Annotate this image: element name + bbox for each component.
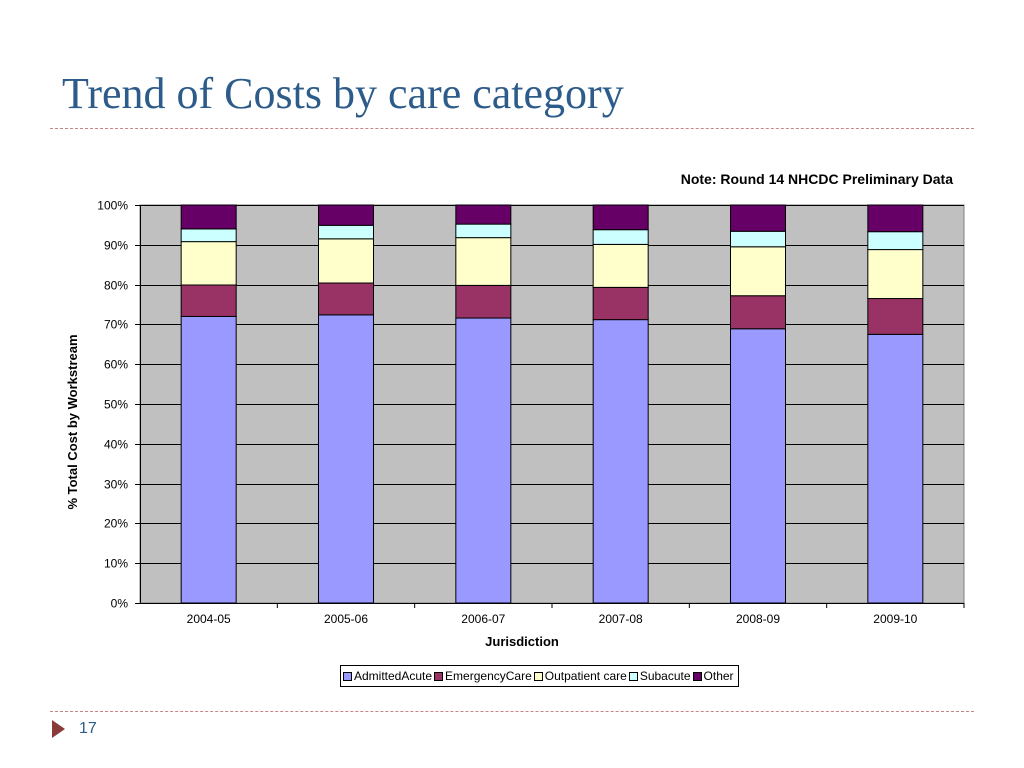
y-tick-label: 60% (104, 358, 128, 372)
bar-segment (730, 295, 786, 330)
bar-segment (592, 319, 649, 604)
bar-segment (180, 204, 237, 230)
y-tick-label: 90% (104, 239, 128, 253)
bar-segment (455, 317, 512, 604)
bar-segment (455, 204, 512, 225)
y-tick-label: 20% (104, 517, 128, 531)
y-tick-label: 30% (104, 478, 128, 492)
bar-segment (592, 229, 649, 245)
bar-segment (730, 204, 786, 232)
y-tick-label: 80% (104, 279, 128, 293)
bar-segment (730, 246, 786, 297)
legend-item: AdmittedAcute (343, 669, 432, 683)
legend-label: EmergencyCare (445, 669, 532, 683)
bullet-triangle-icon (52, 720, 65, 738)
y-tick-label: 10% (104, 557, 128, 571)
bar-segment (180, 284, 237, 317)
bar-segment (730, 328, 786, 604)
chart-note: Note: Round 14 NHCDC Preliminary Data (680, 171, 953, 187)
y-tick-label: 70% (104, 318, 128, 332)
bar-segment (318, 282, 374, 316)
bar-segment (318, 238, 374, 284)
bar-segment (318, 204, 374, 226)
bar-segment (867, 231, 924, 251)
x-axis-label: Jurisdiction (485, 634, 559, 649)
bar-segment (318, 314, 374, 604)
bar-segment (867, 333, 924, 604)
bar-segment (180, 315, 237, 604)
legend-item: Subacute (628, 669, 691, 683)
bar-segment (455, 284, 512, 319)
legend-item: Outpatient care (533, 669, 627, 683)
x-tick-label: 2007-08 (599, 612, 643, 626)
y-tick-label: 100% (97, 199, 128, 213)
legend-label: Other (703, 669, 734, 683)
x-tick-label: 2006-07 (461, 612, 505, 626)
legend-label: Subacute (639, 669, 691, 683)
y-tick-label: 0% (111, 597, 129, 611)
legend-swatch (434, 671, 444, 681)
y-axis-label: % Total Cost by Workstream (65, 334, 80, 509)
legend-swatch (343, 671, 352, 681)
footer-divider (50, 711, 974, 712)
bar-segment (455, 223, 512, 239)
bar-segment (592, 286, 649, 321)
y-tick-label: 50% (104, 398, 128, 412)
legend-item: Other (692, 669, 734, 683)
slide-title: Trend of Costs by care category (62, 69, 624, 118)
bar-segment (592, 243, 649, 288)
bar-segment (730, 230, 786, 248)
x-tick-label: 2008-09 (736, 612, 780, 626)
bar-segment (867, 204, 924, 233)
chart-legend: AdmittedAcute EmergencyCare Outpatient car… (340, 665, 739, 687)
page-number: 17 (79, 720, 97, 737)
x-tick-label: 2005-06 (324, 612, 368, 626)
bar-segment (455, 237, 512, 286)
bar-segment (867, 298, 924, 335)
legend-swatch (692, 671, 702, 681)
legend-label: Outpatient care (544, 669, 627, 683)
x-tick-label: 2009-10 (873, 612, 917, 626)
slide-footer: 17 (52, 720, 97, 738)
legend-swatch (628, 671, 638, 681)
bar-segment (318, 224, 374, 240)
y-tick-label: 40% (104, 438, 128, 452)
bar-segment (867, 249, 924, 300)
bar-segment (592, 204, 649, 231)
bar-segment (180, 228, 237, 243)
x-tick-label: 2004-05 (187, 612, 231, 626)
legend-swatch (533, 671, 543, 681)
bar-segment (180, 241, 237, 286)
legend-label: AdmittedAcute (354, 669, 433, 683)
legend-item: EmergencyCare (434, 669, 532, 683)
title-divider (50, 128, 974, 129)
